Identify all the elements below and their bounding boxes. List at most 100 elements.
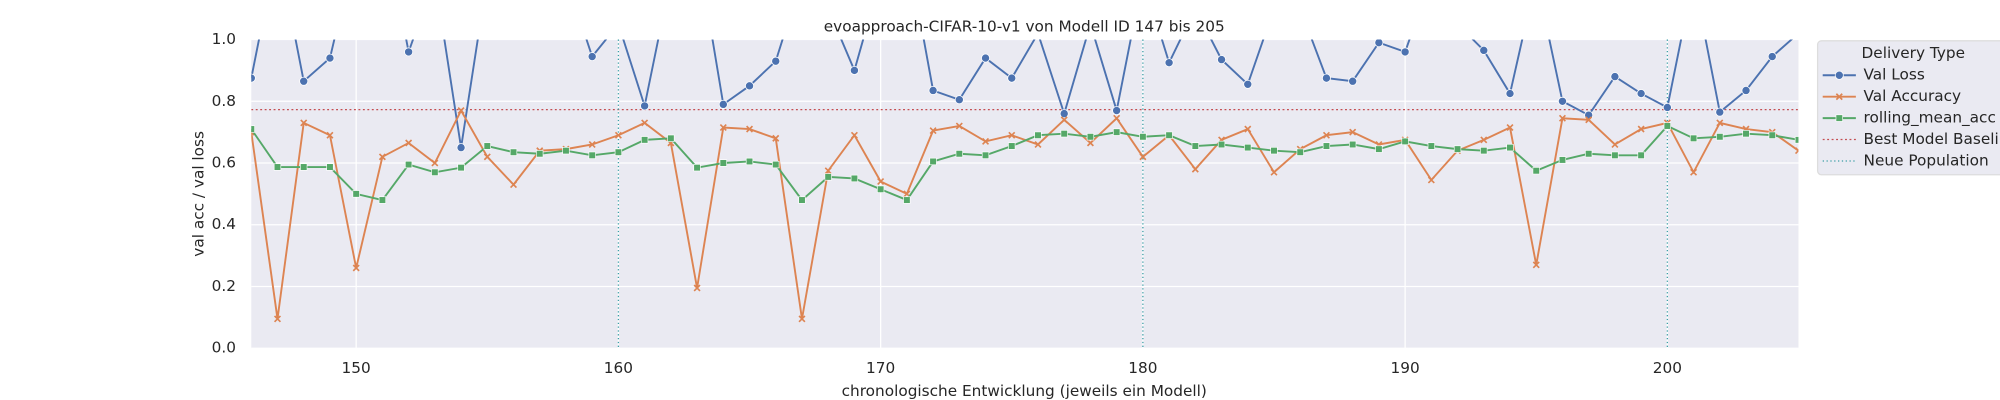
marker: [562, 147, 570, 155]
marker: [903, 196, 911, 204]
marker: [405, 139, 413, 147]
marker: [1348, 76, 1358, 86]
marker: [719, 159, 727, 167]
marker: [1835, 114, 1843, 122]
marker: [824, 5, 832, 13]
marker: [745, 157, 754, 166]
marker: [1610, 72, 1620, 82]
marker: [850, 131, 858, 139]
marker: [1427, 176, 1435, 184]
marker: [1794, 29, 1802, 37]
marker: [299, 76, 309, 86]
marker: [456, 143, 466, 153]
marker: [1742, 130, 1750, 138]
marker: [483, 142, 491, 150]
marker: [982, 137, 990, 145]
marker: [746, 125, 754, 133]
marker: [1690, 168, 1698, 176]
marker: [251, 73, 256, 83]
marker: [300, 119, 308, 127]
marker: [404, 47, 414, 57]
marker: [1217, 55, 1227, 65]
marker: [1427, 142, 1435, 150]
plot-area: [251, 39, 1799, 349]
marker: [431, 159, 439, 167]
marker: [1375, 145, 1383, 153]
marker: [1768, 131, 1776, 139]
legend-box: [1816, 40, 2000, 176]
marker: [1453, 20, 1461, 28]
legend-label: Best Model Baseline: [1864, 130, 2000, 148]
marker: [378, 153, 386, 161]
marker: [1191, 5, 1199, 13]
marker: [1480, 147, 1488, 155]
marker: [641, 119, 649, 127]
marker: [300, 163, 308, 171]
y-tick-label: 0.2: [212, 277, 236, 295]
marker: [1296, 148, 1304, 156]
legend-label: Neue Population: [1864, 151, 1989, 169]
marker: [352, 264, 360, 272]
marker: [1453, 145, 1462, 153]
marker: [1244, 125, 1252, 133]
marker: [877, 178, 885, 186]
marker: [273, 163, 282, 171]
marker: [1322, 131, 1330, 139]
marker: [1374, 39, 1384, 48]
marker: [1662, 102, 1672, 112]
marker: [509, 148, 518, 156]
marker: [1794, 147, 1799, 155]
legend-label: rolling_mean_acc: [1864, 109, 1996, 128]
y-tick-label: 1.0: [212, 30, 236, 48]
marker: [1191, 142, 1199, 150]
marker: [1479, 45, 1489, 55]
x-tick-label: 190: [1391, 359, 1420, 377]
marker: [1557, 96, 1567, 106]
marker: [824, 167, 832, 175]
marker: [1834, 70, 1844, 80]
marker: [1663, 122, 1671, 130]
marker: [798, 196, 806, 204]
marker: [798, 315, 806, 323]
marker: [1034, 131, 1042, 139]
marker: [1139, 133, 1147, 141]
marker: [588, 140, 596, 149]
marker: [614, 131, 622, 139]
marker: [929, 127, 937, 135]
marker: [1270, 5, 1278, 13]
marker: [772, 134, 780, 142]
marker: [1270, 147, 1278, 155]
marker: [1322, 142, 1331, 150]
marker: [1401, 137, 1409, 146]
marker: [431, 168, 439, 176]
marker: [1349, 128, 1357, 136]
x-tick-label: 150: [342, 359, 371, 377]
marker: [614, 148, 623, 156]
marker: [326, 131, 334, 139]
marker: [1112, 106, 1122, 116]
marker: [1558, 114, 1566, 122]
series-line: [251, 39, 1793, 148]
marker: [483, 153, 491, 161]
marker: [1243, 79, 1253, 89]
legend-label: Val Loss: [1864, 66, 1925, 84]
marker: [1505, 89, 1515, 99]
marker: [824, 173, 832, 181]
marker: [955, 122, 963, 130]
marker: [536, 150, 544, 158]
marker: [1060, 130, 1068, 138]
marker: [1296, 5, 1304, 13]
y-tick-label: 0.6: [212, 154, 236, 172]
marker: [1139, 153, 1147, 161]
marker: [1164, 58, 1174, 68]
marker: [640, 136, 649, 144]
legend: Delivery Type Val Loss Val Accuracy rolling…: [1816, 40, 2000, 176]
marker: [1008, 142, 1016, 150]
x-tick-label: 180: [1128, 359, 1157, 377]
marker: [928, 86, 938, 95]
marker: [1637, 151, 1645, 159]
marker: [1400, 47, 1410, 57]
marker: [273, 315, 282, 323]
marker: [981, 151, 990, 159]
marker: [251, 125, 255, 133]
